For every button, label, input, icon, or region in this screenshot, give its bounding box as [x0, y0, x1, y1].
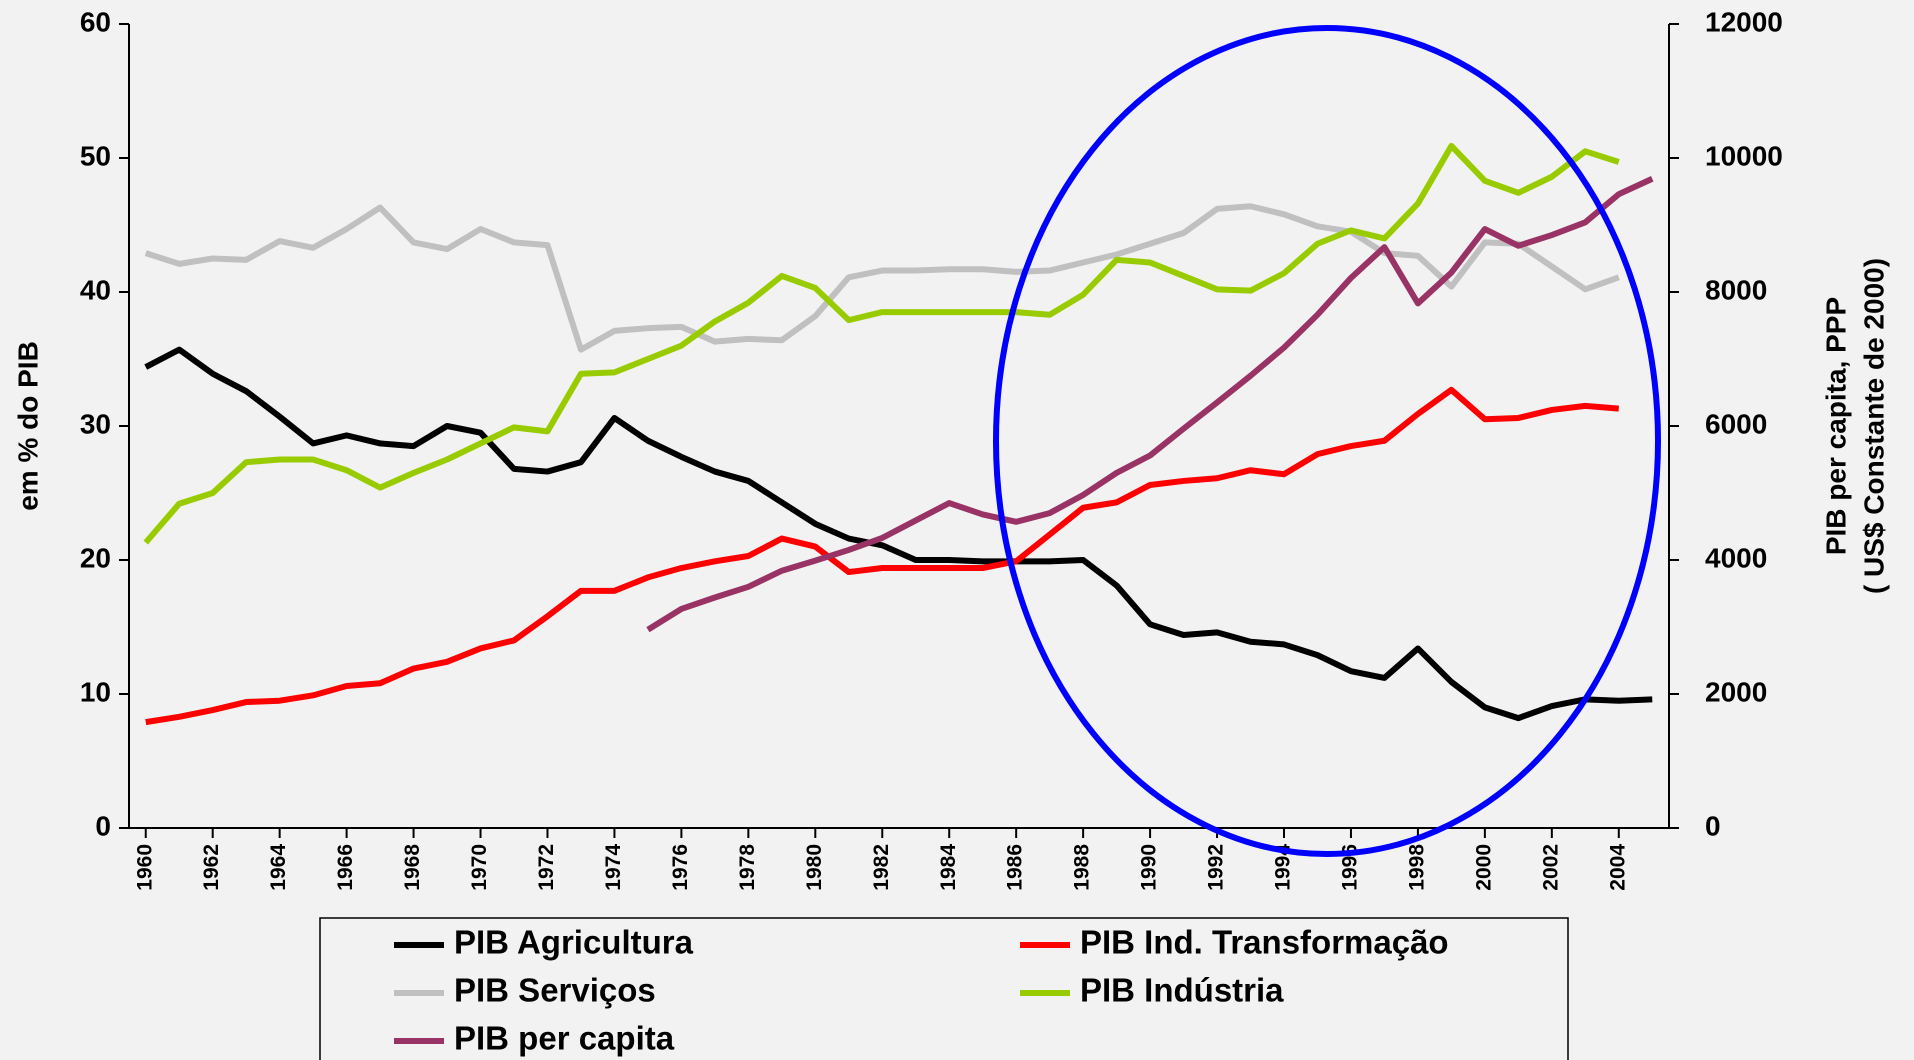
x-tick-label: 1964 — [267, 844, 290, 891]
y2-tick-label: 12000 — [1705, 6, 1783, 37]
x-tick-label: 1976 — [669, 844, 692, 891]
x-tick-label: 2002 — [1539, 844, 1562, 891]
x-tick-label: 1978 — [736, 844, 759, 891]
background — [0, 0, 1914, 1060]
y-tick-label: 10 — [80, 676, 111, 707]
chart: 0 10 20 30 40 50 60 0 2000 4000 6000 8000 10000 12000… — [0, 0, 1914, 1060]
y-tick-label: 0 — [95, 810, 111, 841]
legend-label: PIB Agricultura — [454, 924, 694, 961]
legend-label: PIB Ind. Transformação — [1080, 924, 1449, 961]
x-tick-label: 1960 — [133, 844, 156, 891]
x-tick-label: 2000 — [1472, 844, 1495, 891]
x-tick-label: 1988 — [1071, 844, 1094, 891]
x-tick-label: 1998 — [1405, 844, 1428, 891]
y2-tick-label: 2000 — [1705, 676, 1767, 707]
x-tick-label: 1982 — [870, 844, 893, 891]
y-tick-label: 40 — [80, 274, 111, 305]
y2-axis-title: PIB per capita, PPP — [1820, 297, 1851, 555]
x-tick-label: 2004 — [1606, 844, 1629, 891]
y2-tick-label: 10000 — [1705, 140, 1783, 171]
x-tick-label: 1962 — [200, 844, 223, 891]
y2-tick-label: 6000 — [1705, 408, 1767, 439]
x-tick-label: 1990 — [1138, 844, 1161, 891]
legend-label: PIB Indústria — [1080, 972, 1284, 1009]
y2-tick-label: 0 — [1705, 810, 1721, 841]
x-tick-label: 1974 — [602, 844, 625, 891]
x-tick-label: 1970 — [468, 844, 491, 891]
x-tick-label: 1968 — [401, 844, 424, 891]
legend-label: PIB per capita — [454, 1020, 675, 1057]
y-tick-label: 60 — [80, 6, 111, 37]
y2-tick-label: 4000 — [1705, 542, 1767, 573]
x-tick-label: 1986 — [1004, 844, 1027, 891]
y-tick-label: 30 — [80, 408, 111, 439]
y-tick-label: 20 — [80, 542, 111, 573]
x-tick-label: 1966 — [334, 844, 357, 891]
y2-tick-label: 8000 — [1705, 274, 1767, 305]
y-tick-label: 50 — [80, 140, 111, 171]
y2-axis-title: ( US$ Constante de 2000) — [1858, 258, 1889, 594]
x-tick-label: 1980 — [803, 844, 826, 891]
legend-label: PIB Serviços — [454, 972, 656, 1009]
x-tick-label: 1992 — [1205, 844, 1228, 891]
x-tick-label: 1984 — [937, 844, 960, 891]
x-tick-label: 1972 — [535, 844, 558, 891]
y-axis-title: em % do PIB — [12, 341, 43, 511]
